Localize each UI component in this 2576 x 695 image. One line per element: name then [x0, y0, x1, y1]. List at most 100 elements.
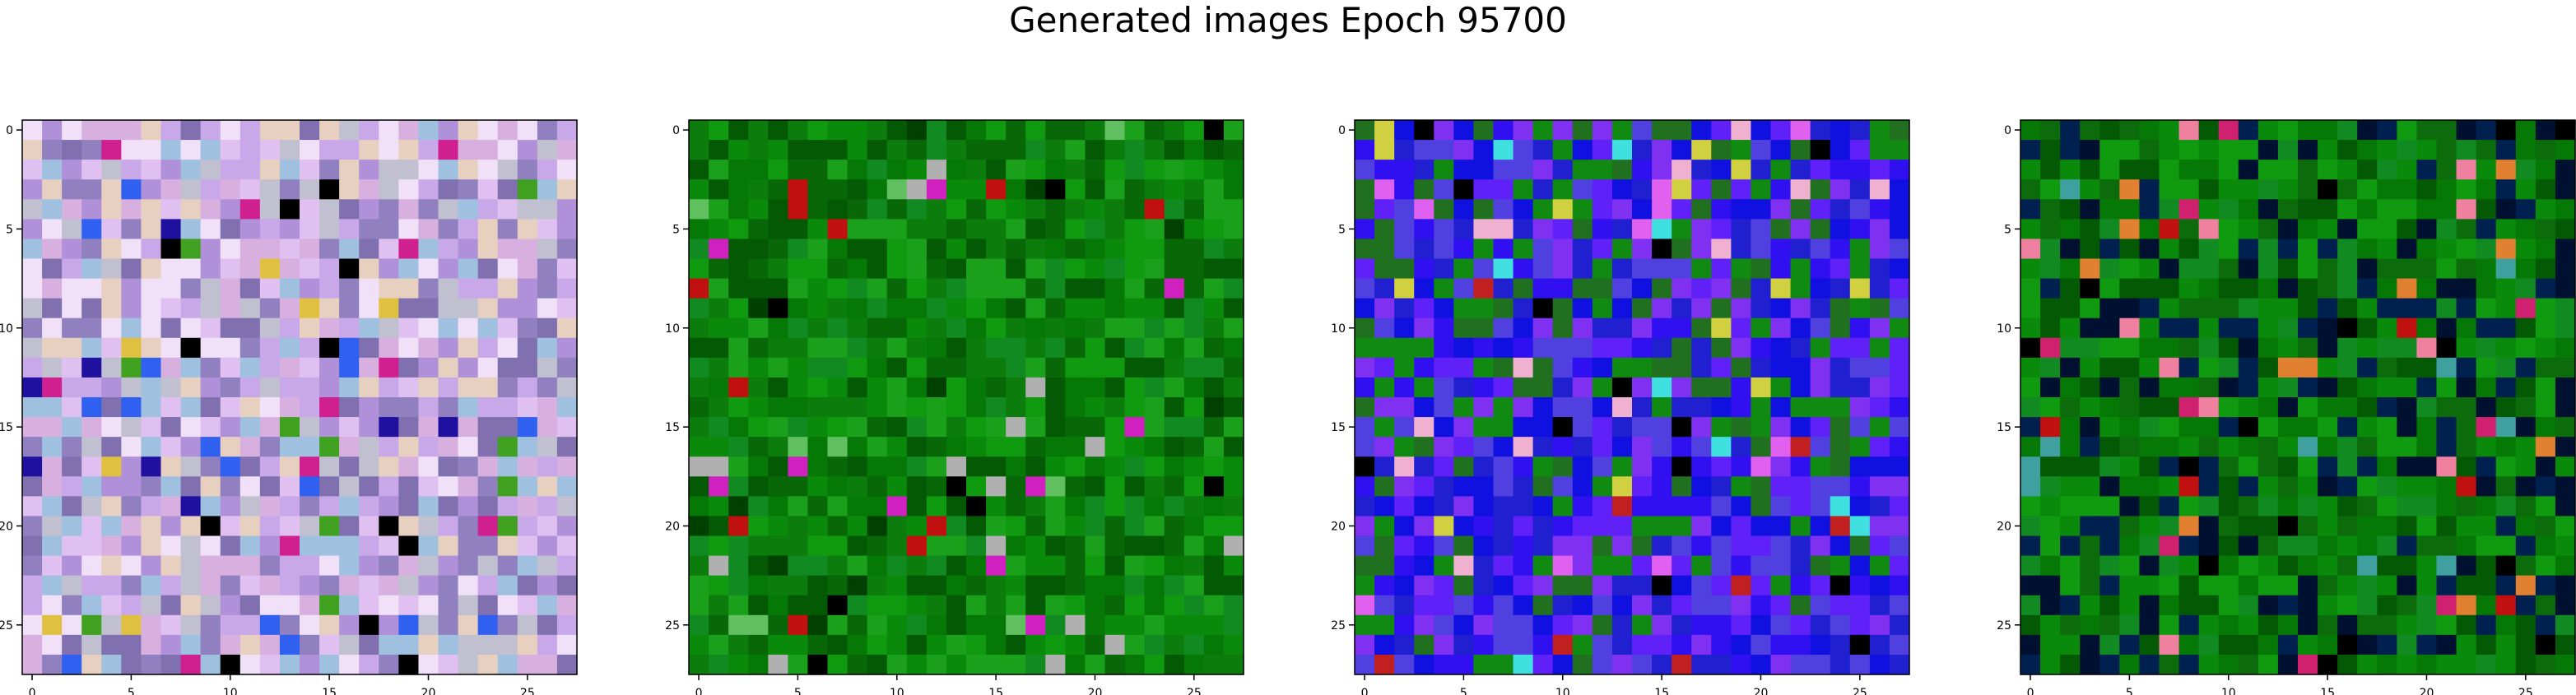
pixel-cell: [2257, 614, 2279, 636]
pixel-cell: [2476, 614, 2497, 636]
pixel-cell: [1223, 535, 1244, 557]
pixel-cell: [1394, 179, 1415, 200]
pixel-cell: [438, 614, 459, 636]
pixel-cell: [709, 516, 729, 537]
pixel-cell: [807, 317, 829, 339]
pixel-cell: [2277, 337, 2299, 359]
pixel-cell: [2495, 634, 2517, 656]
pixel-cell: [1691, 476, 1712, 497]
y-tick-label: 5: [672, 223, 680, 236]
pixel-cell: [2178, 357, 2200, 378]
pixel-cell: [728, 397, 749, 418]
pixel-cell: [497, 377, 518, 398]
pixel-cell: [81, 140, 102, 160]
pixel-cell: [2436, 397, 2457, 418]
pixel-cell: [101, 160, 122, 180]
pixel-cell: [1869, 437, 1890, 457]
pixel-cell: [1493, 317, 1514, 339]
pixel-cell: [2416, 476, 2438, 497]
pixel-cell: [1203, 516, 1225, 537]
pixel-cell: [141, 437, 162, 457]
pixel-cell: [121, 575, 142, 596]
x-tick-label: 5: [794, 687, 802, 695]
pixel-cell: [2337, 535, 2358, 557]
pixel-cell: [1453, 199, 1475, 220]
pixel-cell: [768, 160, 788, 180]
pixel-cell: [1025, 337, 1046, 359]
pixel-cell: [438, 496, 459, 517]
pixel-cell: [477, 437, 499, 457]
pixel-cell: [180, 614, 202, 636]
pixel-cell: [1849, 199, 1871, 220]
pixel-cell: [2060, 179, 2081, 200]
pixel-cell: [497, 476, 518, 497]
pixel-cell: [458, 614, 479, 636]
pixel-cell: [1532, 337, 1554, 359]
pixel-cell: [1045, 160, 1066, 180]
pixel-cell: [2040, 258, 2061, 280]
pixel-cell: [2456, 140, 2477, 160]
pixel-cell: [1144, 140, 1165, 160]
pixel-cell: [867, 595, 888, 616]
pixel-cell: [42, 298, 63, 319]
pixel-cell: [1731, 614, 1752, 636]
pixel-cell: [1592, 258, 1613, 280]
pixel-cell: [379, 179, 399, 200]
pixel-cell: [689, 258, 709, 280]
pixel-cell: [2119, 219, 2141, 240]
pixel-cell: [101, 120, 122, 141]
pixel-cell: [2277, 199, 2299, 220]
pixel-cell: [2020, 377, 2041, 398]
pixel-cell: [2060, 317, 2081, 339]
pixel-cell: [2099, 634, 2120, 656]
pixel-cell: [22, 535, 43, 557]
pixel-cell: [1104, 120, 1126, 141]
pixel-cell: [827, 516, 849, 537]
pixel-cell: [1183, 535, 1205, 557]
pixel-cell: [1632, 417, 1653, 438]
pixel-cell: [1830, 377, 1851, 398]
pixel-cell: [1552, 555, 1574, 577]
pixel-cell: [497, 258, 518, 280]
pixel-cell: [2159, 160, 2180, 180]
pixel-cell: [556, 595, 578, 616]
pixel-cell: [847, 456, 868, 477]
pixel-cell: [926, 317, 947, 339]
pixel-cell: [748, 219, 769, 240]
pixel-cell: [438, 239, 459, 260]
pixel-cell: [1203, 476, 1225, 497]
pixel-cell: [2139, 160, 2160, 180]
pixel-cell: [2515, 614, 2536, 636]
pixel-cell: [239, 634, 261, 656]
pixel-cell: [2178, 456, 2200, 477]
pixel-cell: [1711, 417, 1732, 438]
pixel-cell: [1632, 239, 1653, 260]
pixel-cell: [807, 437, 829, 457]
pixel-cell: [1849, 298, 1871, 319]
pixel-cell: [1164, 654, 1185, 675]
pixel-cell: [768, 258, 788, 280]
pixel-cell: [906, 278, 928, 299]
pixel-cell: [339, 456, 360, 477]
pixel-cell: [709, 239, 729, 260]
pixel-cell: [926, 377, 947, 398]
pixel-cell: [2377, 239, 2397, 260]
pixel-cell: [2080, 535, 2100, 557]
pixel-cell: [1025, 219, 1046, 240]
pixel-cell: [101, 298, 122, 319]
pixel-cell: [1552, 654, 1574, 675]
pixel-cell: [259, 199, 281, 220]
pixel-cell: [1632, 595, 1653, 616]
pixel-cell: [121, 317, 142, 339]
pixel-cell: [62, 317, 82, 339]
pixel-cell: [1045, 120, 1066, 141]
pixel-cell: [497, 575, 518, 596]
pixel-cell: [537, 595, 558, 616]
pixel-cell: [788, 397, 809, 418]
pixel-cell: [1532, 476, 1554, 497]
pixel-cell: [2020, 397, 2041, 418]
pixel-cell: [1790, 278, 1811, 299]
pixel-cell: [81, 179, 102, 200]
pixel-cell: [2337, 456, 2358, 477]
pixel-cell: [1790, 140, 1811, 160]
